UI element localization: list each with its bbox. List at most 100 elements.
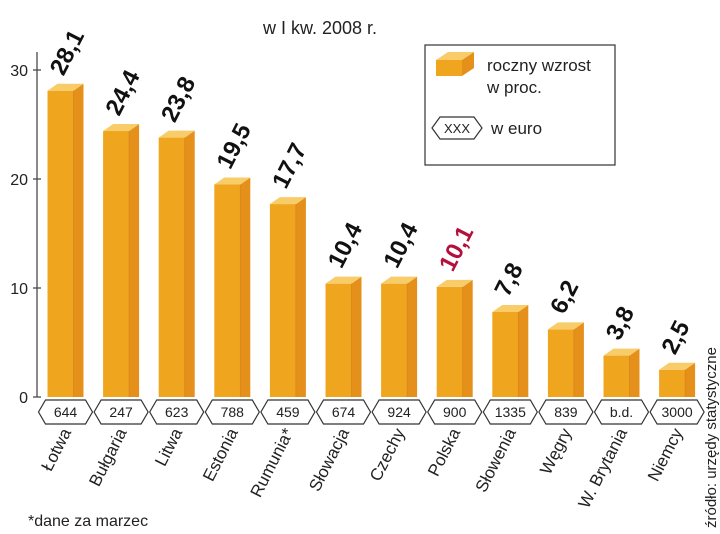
bar-top: [158, 130, 195, 138]
euro-badge: 788: [204, 399, 260, 425]
bar-top: [603, 348, 640, 356]
value-label: 10,4: [378, 218, 424, 272]
category-label: Estonia: [199, 425, 242, 485]
euro-badge: 674: [315, 399, 372, 425]
bar-side: [685, 362, 696, 397]
euro-badge: 839: [538, 399, 594, 425]
bar-front: [547, 329, 574, 397]
bar: [436, 279, 473, 397]
bar-side: [73, 83, 84, 398]
legend-label-euro: w euro: [490, 119, 542, 138]
category-label: Polska: [424, 425, 464, 480]
category-label: Rumunia*: [247, 425, 298, 500]
euro-badge-shape: [593, 399, 650, 425]
bar-front: [158, 137, 185, 397]
y-tick-label: 0: [19, 390, 28, 407]
category-label: Czechy: [366, 425, 409, 485]
y-axis: 0 10 20 30: [10, 52, 41, 407]
source-note: źródło: urzędy statystyczne: [703, 347, 720, 528]
euro-badge-text: 247: [109, 404, 133, 420]
bar: [269, 197, 306, 397]
value-label: 7,8: [490, 259, 529, 301]
euro-badge-shape: [649, 399, 705, 425]
bar-top: [214, 177, 251, 185]
legend-bar-icon: [436, 52, 474, 76]
legend-label-growth-line2: w proc.: [486, 78, 542, 97]
bar-side: [629, 348, 640, 397]
euro-badge-shape: [427, 399, 483, 425]
value-label: 19,5: [212, 119, 257, 173]
category-label: Niemcy: [644, 425, 687, 485]
bar-front: [269, 204, 296, 397]
chart-title: w I kw. 2008 r.: [262, 18, 377, 38]
bar-top: [547, 322, 584, 330]
value-label: 10,4: [323, 218, 369, 272]
euro-badge: 924: [371, 399, 427, 425]
euro-badge: 3000: [649, 399, 705, 425]
euro-badge-shape: [538, 399, 594, 425]
euro-badge-text: 459: [276, 404, 300, 420]
value-label: 24,4: [100, 65, 146, 119]
euro-badge: 1335: [482, 399, 538, 425]
value-label: 2,5: [656, 316, 695, 358]
bar: [381, 276, 418, 397]
bar-side: [184, 130, 195, 397]
bar: [103, 124, 140, 398]
legend-euro-badge-text: XXX: [444, 121, 470, 136]
euro-badge-text: 924: [387, 404, 411, 420]
category-label: Węgry: [536, 425, 575, 478]
bar-front: [325, 283, 352, 397]
bar-front: [214, 184, 241, 397]
bar-side: [129, 124, 140, 397]
euro-badge-shape: [204, 399, 260, 425]
bar: [603, 348, 640, 397]
value-label: 28,1: [45, 26, 90, 80]
bar: [47, 83, 84, 398]
euro-badge-text: 788: [221, 404, 245, 420]
euro-badge-shape: [149, 399, 205, 425]
category-label: Bułgaria: [85, 425, 130, 490]
euro-badge-text: b.d.: [610, 404, 633, 420]
euro-badge-text: 900: [443, 404, 467, 420]
bar: [158, 130, 195, 397]
euro-badge-shape: [482, 399, 538, 425]
euro-badge: 623: [149, 399, 205, 425]
value-label: 6,2: [545, 276, 584, 318]
bar-front: [492, 311, 519, 397]
euro-badge-shape: [93, 399, 149, 425]
euro-badge: 247: [93, 399, 149, 425]
bar-front: [603, 355, 630, 397]
category-label: Łotwa: [38, 425, 76, 475]
category-label: W. Brytania: [575, 425, 632, 512]
value-label: 3,8: [601, 302, 640, 344]
bar-front: [659, 369, 686, 397]
bar-front: [103, 131, 130, 398]
bar-top: [381, 276, 418, 284]
category-label: Słowacja: [305, 425, 353, 495]
bar-side: [518, 304, 529, 397]
bar-top: [47, 83, 84, 91]
euro-badge-text: 623: [165, 404, 189, 420]
euro-badge-shape: [371, 399, 427, 425]
legend: roczny wzrost w proc. XXX w euro: [424, 44, 616, 166]
euro-badge-text: 3000: [662, 404, 693, 420]
euro-badge-text: 839: [554, 404, 578, 420]
euro-badge: 459: [260, 399, 316, 425]
footnote: *dane za marzec: [28, 513, 148, 530]
bar: [492, 304, 529, 397]
bar-side: [462, 279, 473, 397]
bar-top: [659, 362, 696, 370]
legend-label-growth-line1: roczny wzrost: [487, 56, 591, 75]
value-label: 23,8: [156, 72, 201, 126]
bars: [47, 83, 696, 398]
bar: [659, 362, 696, 397]
euro-badge-text: 1335: [495, 404, 526, 420]
euro-badge-shape: [315, 399, 372, 425]
y-tick-label: 10: [10, 281, 28, 298]
euro-badge-text: 674: [332, 404, 356, 420]
category-label: Słowenia: [472, 425, 520, 496]
bar: [325, 276, 362, 397]
bar-side: [295, 197, 306, 397]
bar-front: [436, 286, 463, 397]
